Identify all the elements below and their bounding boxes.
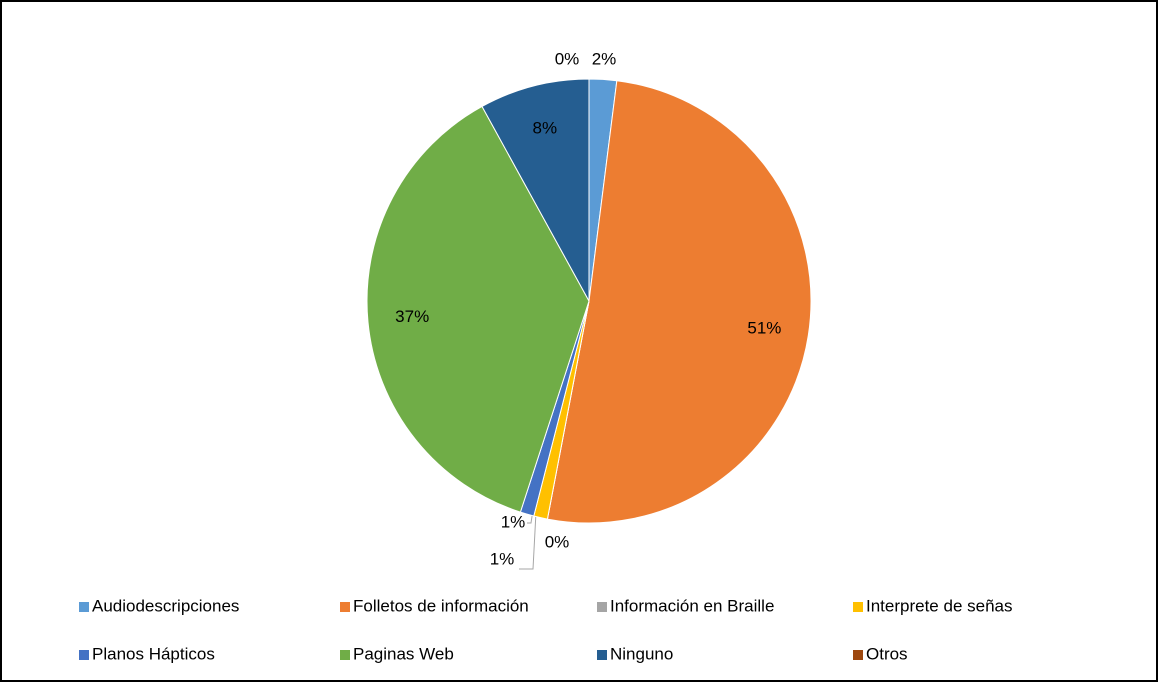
- pie-slice: [546, 80, 812, 524]
- data-label: 8%: [533, 118, 558, 137]
- data-label: 0%: [545, 532, 570, 551]
- legend-label: Planos Hápticos: [92, 644, 215, 663]
- data-label: 1%: [501, 512, 526, 531]
- legend-label: Información en Braille: [610, 596, 774, 615]
- legend-swatch: [340, 602, 350, 612]
- legend-label: Folletos de información: [353, 596, 529, 615]
- legend-swatch: [79, 602, 89, 612]
- legend-swatch: [79, 650, 89, 660]
- legend-label: Interprete de señas: [866, 596, 1012, 615]
- legend-swatch: [340, 650, 350, 660]
- data-label: 0%: [555, 49, 580, 68]
- legend-label: Otros: [866, 644, 908, 663]
- legend-swatch: [597, 602, 607, 612]
- legend-label: Audiodescripciones: [92, 596, 239, 615]
- legend-swatch: [853, 650, 863, 660]
- pie-slice: [481, 78, 590, 302]
- legend-swatch: [853, 602, 863, 612]
- legend-label: Paginas Web: [353, 644, 454, 663]
- legend-label: Ninguno: [610, 644, 673, 663]
- legend-swatch: [597, 650, 607, 660]
- data-label: 2%: [592, 49, 617, 68]
- data-label: 37%: [395, 307, 429, 326]
- leader-line: [519, 511, 537, 570]
- data-label: 51%: [747, 318, 781, 337]
- pie-slice: [366, 105, 590, 513]
- data-label: 1%: [490, 549, 515, 568]
